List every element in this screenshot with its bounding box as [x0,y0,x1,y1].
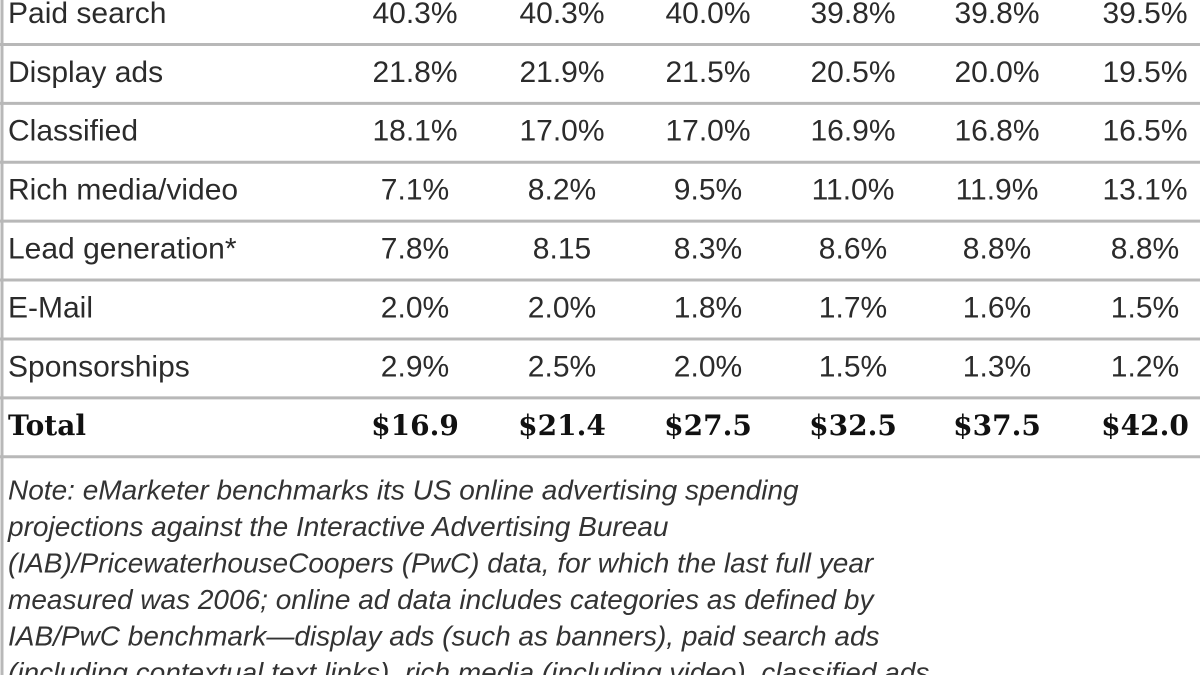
cell: 21.8% [372,56,457,89]
note-line: measured was 2006; online ad data includ… [8,584,875,615]
cell: 2.0% [528,291,596,324]
cell: $27.5 [664,409,752,442]
cell: 7.8% [381,233,449,266]
cell: 39.8% [810,0,895,30]
cell: 40.3% [519,0,604,30]
cell: 19.5% [1102,56,1187,89]
cell: $42.0 [1101,409,1189,442]
cell: 20.5% [810,56,895,89]
row-label: Rich media/video [8,174,238,207]
cell: 20.0% [954,56,1039,89]
cell: 16.9% [810,115,895,148]
note-line: Note: eMarketer benchmarks its US online… [8,474,799,505]
cell: $32.5 [809,409,897,442]
cell: 1.6% [963,291,1031,324]
cell: 2.5% [528,350,596,383]
cell: 21.5% [665,56,750,89]
cell: 11.9% [956,174,1039,207]
cell: 8.15 [533,233,591,266]
cell: 7.1% [381,174,449,207]
cell: 17.0% [665,115,750,148]
row-label: Classified [8,115,138,148]
cell: 40.3% [372,0,457,30]
cell: 8.8% [963,233,1031,266]
cell: 9.5% [674,174,742,207]
cell: 1.2% [1111,350,1179,383]
cell: 1.3% [963,350,1031,383]
note-line: (including contextual text links), rich … [8,657,929,675]
row-label: Sponsorships [8,350,190,383]
cell: 1.7% [819,291,887,324]
cell: 8.3% [674,233,742,266]
cell: 8.2% [528,174,596,207]
cell: $21.4 [518,409,606,442]
cell: 39.8% [954,0,1039,30]
cell: 1.8% [674,291,742,324]
note-line: (IAB)/PricewaterhouseCoopers (PwC) data,… [8,547,875,578]
cell: 17.0% [519,115,604,148]
cell: 40.0% [665,0,750,30]
cell: $37.5 [953,409,1041,442]
cell: 16.8% [954,115,1039,148]
cell: 2.9% [381,350,449,383]
cell: 8.8% [1111,233,1179,266]
cell: 16.5% [1102,115,1187,148]
cell: 39.5% [1102,0,1187,30]
row-label: Display ads [8,56,163,89]
row-label: Total [8,409,86,442]
row-label: Lead generation* [8,233,237,266]
row-label: Paid search [8,0,166,30]
cell: 13.1% [1102,174,1187,207]
note-line: IAB/PwC benchmark—display ads (such as b… [8,620,880,651]
row-label: E-Mail [8,291,93,324]
cell: 2.0% [381,291,449,324]
cell: 11.0% [812,174,895,207]
cell: 8.6% [819,233,887,266]
cell: $16.9 [371,409,459,442]
cell: 2.0% [674,350,742,383]
note-line: projections against the Interactive Adve… [7,511,669,542]
cell: 18.1% [372,115,457,148]
cell: 21.9% [519,56,604,89]
cell: 1.5% [819,350,887,383]
cell: 1.5% [1111,291,1179,324]
